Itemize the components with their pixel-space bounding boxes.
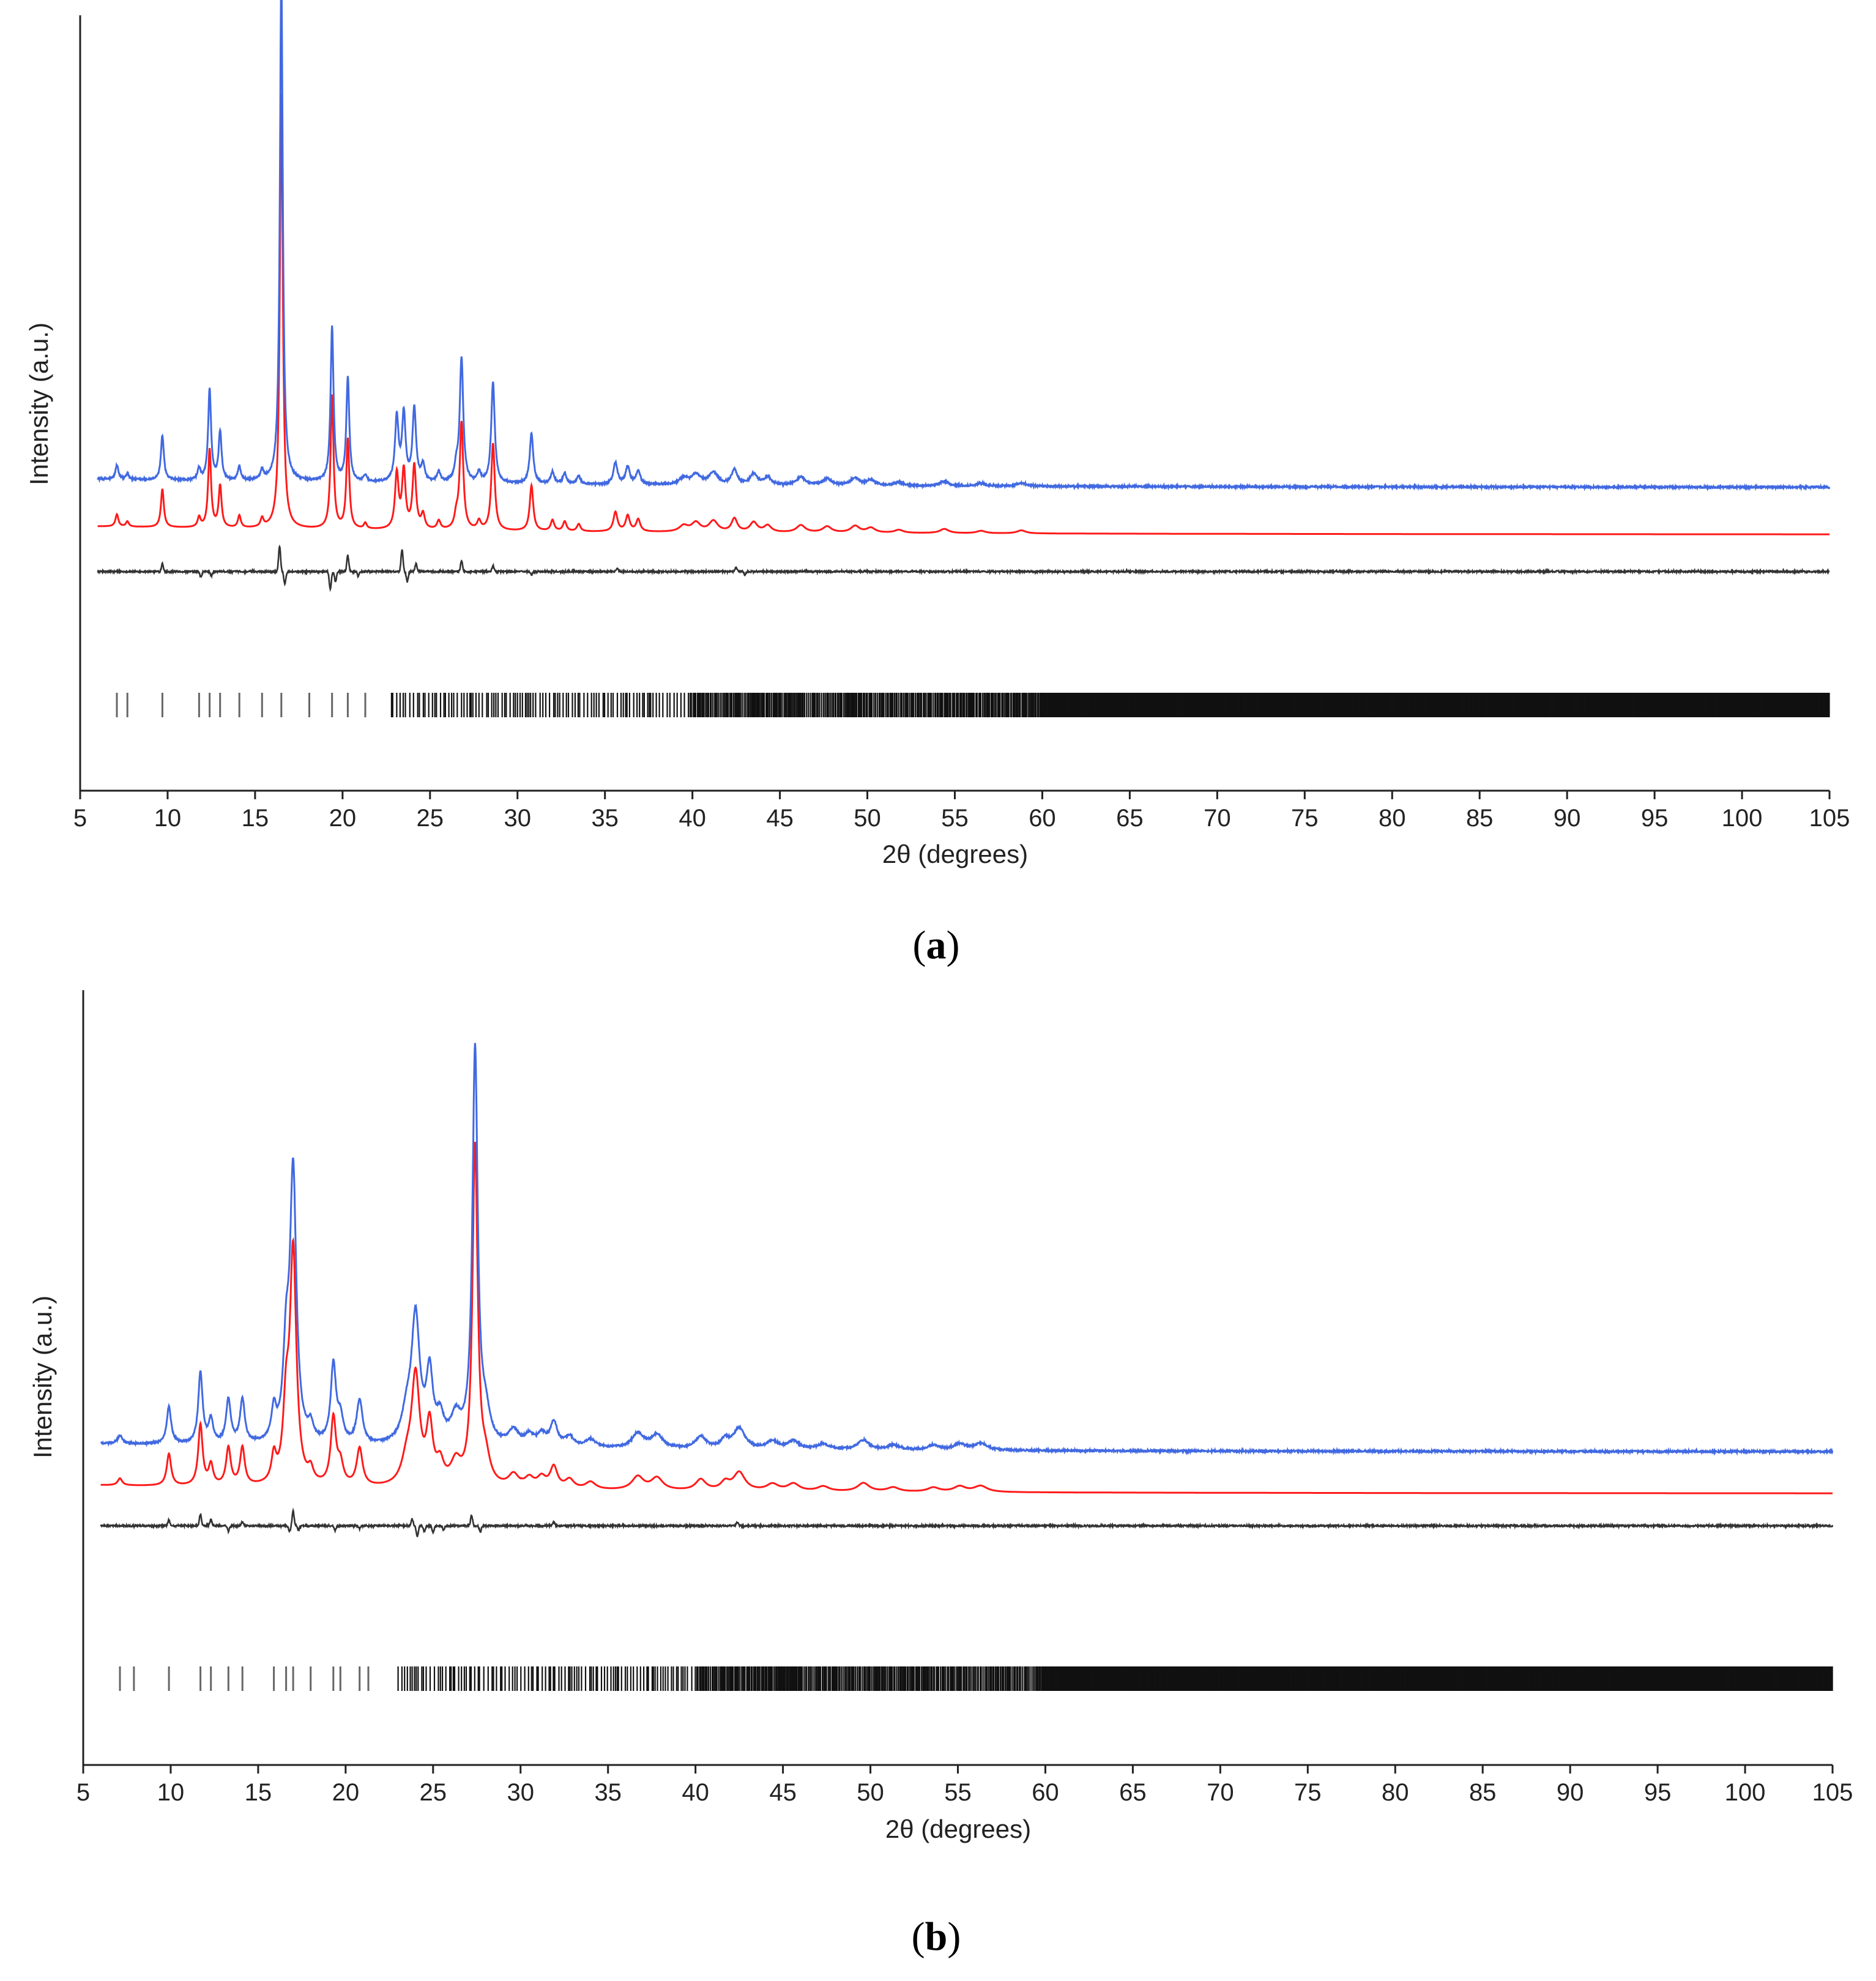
x-tick-label: 70 [1204, 805, 1231, 832]
x-tick-label: 85 [1466, 805, 1494, 832]
x-tick-label: 40 [682, 1779, 709, 1806]
x-tick-label: 90 [1557, 1779, 1584, 1806]
x-tick-label: 45 [766, 805, 794, 832]
x-tick-label: 60 [1032, 1779, 1059, 1806]
x-axis-title: 2θ (degrees) [882, 840, 1028, 868]
calculated-curve [97, 94, 1829, 535]
x-tick-label: 35 [594, 1779, 622, 1806]
x-tick-label: 50 [854, 805, 881, 832]
panel-label-b: (b) [912, 1914, 961, 1959]
panel-letter-a: a [926, 923, 947, 968]
x-axis-ticks [79, 791, 1831, 799]
reflection-markers [119, 1666, 1833, 1691]
x-tick-label: 55 [944, 1779, 972, 1806]
x-tick-label: 30 [507, 1779, 535, 1806]
x-tick-label: 30 [504, 805, 532, 832]
observed-curve [97, 0, 1831, 491]
difference-curve [97, 544, 1830, 592]
x-tick-label: 15 [245, 1779, 272, 1806]
x-tick-label: 20 [332, 1779, 360, 1806]
x-tick-label: 10 [154, 805, 182, 832]
x-tick-label: 15 [242, 805, 269, 832]
x-tick-label: 20 [329, 805, 357, 832]
difference-curve [100, 1507, 1834, 1537]
x-tick-label: 75 [1291, 805, 1319, 832]
x-tick-label: 25 [417, 805, 444, 832]
x-tick-label: 85 [1469, 1779, 1497, 1806]
x-tick-label: 40 [679, 805, 706, 832]
x-axis-tick-labels: 5 10 15 20 25 30 35 40 45 50 55 60 65 70 75 80 85 90 95 100… [73, 805, 1850, 832]
x-tick-label: 75 [1294, 1779, 1322, 1806]
x-tick-label: 10 [157, 1779, 185, 1806]
x-tick-label: 70 [1207, 1779, 1234, 1806]
x-tick-label: 80 [1379, 805, 1406, 832]
x-tick-label: 60 [1029, 805, 1056, 832]
x-tick-label: 95 [1641, 805, 1669, 832]
y-axis-title: Intensity (a.u.) [24, 323, 53, 485]
x-tick-label: 105 [1812, 1779, 1853, 1806]
reflection-markers [116, 693, 1830, 717]
x-tick-label: 105 [1809, 805, 1850, 832]
x-tick-label: 80 [1382, 1779, 1409, 1806]
x-tick-label: 65 [1119, 1779, 1147, 1806]
x-tick-label: 95 [1644, 1779, 1672, 1806]
calculated-curve [100, 1141, 1833, 1494]
x-tick-label: 35 [591, 805, 619, 832]
x-tick-label: 90 [1554, 805, 1581, 832]
x-tick-label: 5 [73, 805, 87, 832]
x-tick-label: 25 [420, 1779, 447, 1806]
panel-b: 5 10 15 20 25 30 35 40 45 50 55 60 65 70 75 80 85 90 95 100… [28, 990, 1853, 1959]
x-tick-label: 100 [1722, 805, 1763, 832]
x-tick-label: 50 [857, 1779, 884, 1806]
x-tick-label: 100 [1725, 1779, 1766, 1806]
panel-label-a: (a) [913, 923, 960, 968]
observed-curve [100, 1043, 1834, 1456]
x-tick-label: 5 [76, 1779, 90, 1806]
panel-letter-b: b [925, 1914, 948, 1959]
x-axis-title: 2θ (degrees) [885, 1815, 1031, 1843]
x-tick-label: 55 [941, 805, 969, 832]
panel-a: 5 10 15 20 25 30 35 40 45 50 55 60 65 70 75 80 85 90 95 100… [24, 0, 1850, 968]
x-tick-label: 45 [769, 1779, 797, 1806]
y-axis-title: Intensity (a.u.) [28, 1296, 57, 1458]
x-axis-ticks [82, 1765, 1834, 1774]
x-axis-tick-labels: 5 10 15 20 25 30 35 40 45 50 55 60 65 70 75 80 85 90 95 100… [76, 1779, 1853, 1806]
x-tick-label: 65 [1116, 805, 1144, 832]
